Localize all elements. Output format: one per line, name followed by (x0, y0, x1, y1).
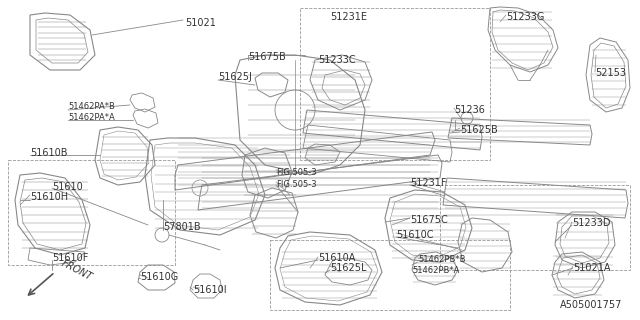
Text: 51021: 51021 (185, 18, 216, 28)
Text: 51610I: 51610I (193, 285, 227, 295)
Text: 51625L: 51625L (330, 263, 367, 273)
Text: 51236: 51236 (454, 105, 485, 115)
Text: 51610C: 51610C (396, 230, 433, 240)
Text: 51610B: 51610B (30, 148, 67, 158)
Text: 51625B: 51625B (460, 125, 498, 135)
Bar (8, 160, 175, 265)
Text: 51610G: 51610G (140, 272, 179, 282)
Text: 51462PB*A: 51462PB*A (412, 266, 460, 275)
Text: 51610: 51610 (52, 182, 83, 192)
Text: 51675C: 51675C (410, 215, 448, 225)
Text: 51610F: 51610F (52, 253, 88, 263)
Text: 51675B: 51675B (248, 52, 285, 62)
Text: 51233C: 51233C (318, 55, 356, 65)
Text: 51231F: 51231F (410, 178, 447, 188)
Text: 51462PA*A: 51462PA*A (68, 113, 115, 122)
Text: 51021A: 51021A (573, 263, 611, 273)
Text: 51610A: 51610A (318, 253, 355, 263)
Bar (440, 185, 630, 270)
Bar (300, 8, 490, 160)
Text: FRONT: FRONT (60, 258, 94, 282)
Text: 51233G: 51233G (506, 12, 545, 22)
Text: 57801B: 57801B (163, 222, 200, 232)
Text: FIG.505-3: FIG.505-3 (276, 180, 317, 189)
Text: 51462PB*B: 51462PB*B (418, 255, 465, 264)
Text: 51625J: 51625J (218, 72, 252, 82)
Bar (270, 240, 510, 310)
Text: 51462PA*B: 51462PA*B (68, 102, 115, 111)
Text: 51233D: 51233D (572, 218, 611, 228)
Text: A505001757: A505001757 (560, 300, 622, 310)
Text: 52153: 52153 (595, 68, 626, 78)
Text: 51231E: 51231E (330, 12, 367, 22)
Text: FIG.505-3: FIG.505-3 (276, 168, 317, 177)
Text: 51610H: 51610H (30, 192, 68, 202)
